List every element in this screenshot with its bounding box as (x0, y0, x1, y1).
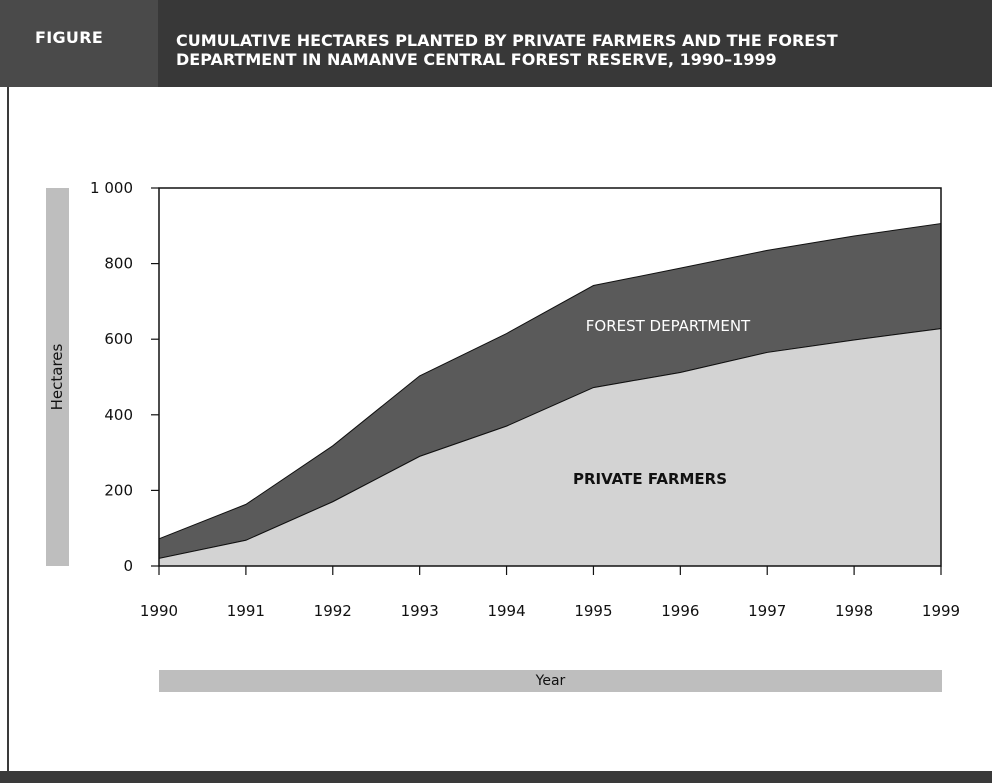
y-axis-label-bar (46, 188, 69, 566)
x-tick-label: 1995 (574, 602, 612, 620)
figure-bottom-bar (0, 771, 992, 783)
x-tick-label: 1991 (227, 602, 265, 620)
private-farmers-label: PRIVATE FARMERS (573, 470, 727, 488)
y-tick-label: 600 (104, 330, 133, 348)
x-axis-label: Year (535, 673, 566, 689)
x-tick-label: 1996 (661, 602, 699, 620)
y-tick-label: 200 (104, 481, 133, 499)
figure-title-line-2: DEPARTMENT IN NAMANVE CENTRAL FOREST RES… (176, 50, 777, 69)
figure-frame (7, 87, 992, 771)
forest-department-label: FOREST DEPARTMENT (586, 317, 751, 335)
x-tick-label: 1999 (922, 602, 960, 620)
figure-header: FIGURE CUMULATIVE HECTARES PLANTED BY PR… (0, 0, 992, 87)
x-tick-label: 1997 (748, 602, 786, 620)
x-tick-label: 1992 (314, 602, 352, 620)
x-tick-label: 1998 (835, 602, 873, 620)
x-tick-label: 1990 (140, 602, 178, 620)
figure-title: CUMULATIVE HECTARES PLANTED BY PRIVATE F… (176, 31, 992, 69)
figure-label: FIGURE (35, 28, 104, 47)
figure-label-cell: FIGURE (0, 0, 158, 87)
figure-title-line-1: CUMULATIVE HECTARES PLANTED BY PRIVATE F… (176, 31, 838, 50)
plot-frame (158, 187, 942, 567)
x-tick-label: 1993 (401, 602, 439, 620)
y-tick-label: 1 000 (90, 179, 133, 197)
y-tick-label: 0 (123, 557, 133, 575)
y-tick-label: 800 (104, 255, 133, 273)
y-tick-label: 400 (104, 406, 133, 424)
x-tick-label: 1994 (487, 602, 525, 620)
x-axis-label-bar: Year (159, 670, 942, 692)
